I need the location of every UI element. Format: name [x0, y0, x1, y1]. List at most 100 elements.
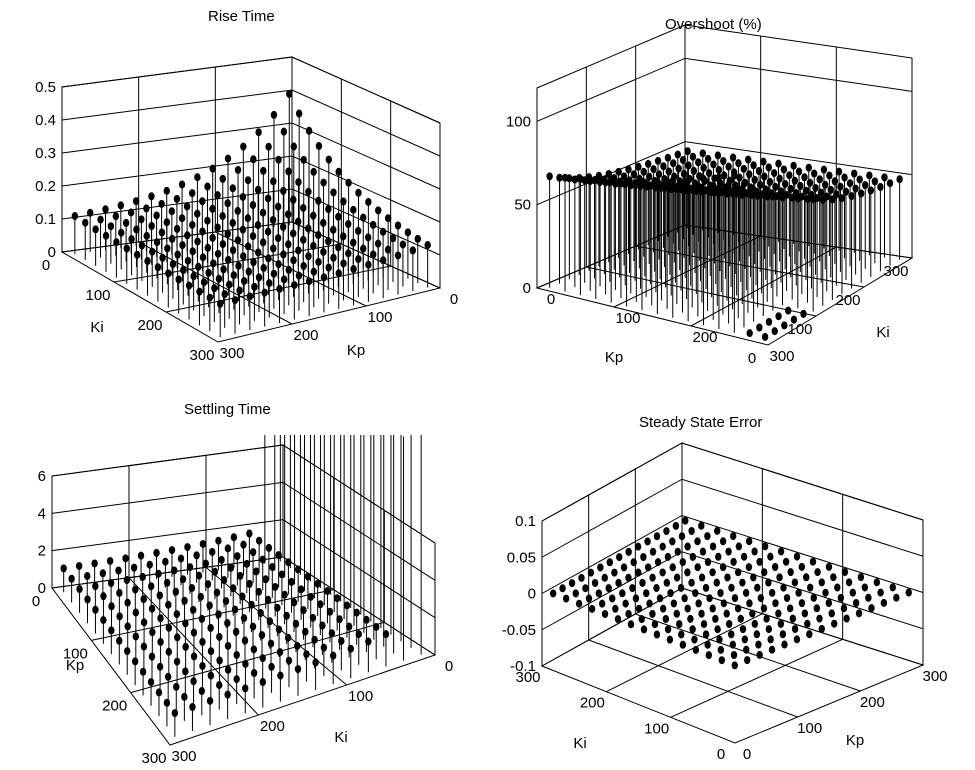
stem-marker — [235, 261, 242, 270]
stem-marker — [651, 620, 659, 629]
stem-marker — [270, 244, 277, 253]
stem-marker — [804, 619, 811, 628]
stem-marker — [199, 227, 206, 236]
stem-marker — [670, 599, 678, 608]
stem-marker — [91, 559, 98, 568]
stem-marker — [679, 640, 687, 649]
stem-marker — [143, 231, 150, 240]
stem-marker — [625, 547, 632, 556]
stem-marker — [857, 189, 865, 198]
stem-marker — [699, 547, 707, 556]
stem-marker — [644, 537, 651, 546]
stem-marker — [244, 214, 252, 223]
stem-marker — [102, 231, 110, 240]
stem-marker — [638, 615, 645, 624]
stem-marker — [756, 323, 763, 332]
stem-marker — [756, 557, 763, 566]
stem-marker — [775, 312, 782, 321]
stem-marker — [856, 175, 863, 184]
stem-marker — [335, 167, 342, 176]
stem-marker — [102, 205, 109, 214]
stem-marker — [365, 637, 372, 646]
stem-marker — [721, 171, 728, 180]
stem-marker — [210, 259, 217, 268]
stem-marker — [233, 675, 240, 684]
stem-marker — [825, 599, 833, 608]
stem-marker — [750, 573, 757, 582]
stem-marker — [153, 238, 161, 247]
stem-marker — [290, 256, 297, 265]
stem-marker — [184, 231, 191, 240]
stem-marker — [740, 180, 748, 189]
stem-marker — [189, 189, 196, 198]
floor-gridline — [606, 613, 763, 693]
stem-marker — [300, 606, 307, 615]
stem-marker — [843, 614, 850, 623]
stem-marker — [760, 604, 768, 613]
stem-marker — [730, 651, 738, 659]
stem-marker — [852, 599, 860, 607]
stem-marker — [851, 169, 858, 178]
stem-marker — [178, 180, 186, 189]
stem-marker — [162, 557, 169, 566]
stem-marker — [719, 537, 727, 546]
stem-marker — [163, 698, 171, 707]
stem-marker — [106, 556, 114, 565]
stem-marker — [225, 255, 232, 264]
stem-marker — [190, 652, 198, 661]
stem-marker — [787, 184, 794, 193]
stem-marker — [810, 593, 817, 602]
stem-marker — [333, 594, 341, 603]
stem-marker — [865, 593, 872, 602]
stem-marker — [285, 656, 293, 665]
stem-marker — [165, 623, 173, 632]
stem-marker — [801, 609, 809, 618]
stem-marker — [68, 574, 75, 583]
stem-marker — [706, 594, 713, 603]
stem-marker — [305, 277, 313, 286]
stem-marker — [867, 186, 875, 195]
stem-marker — [123, 244, 130, 253]
z-tick-label: 0 — [38, 580, 46, 597]
stem-marker — [746, 170, 753, 179]
stem-marker — [214, 223, 221, 232]
stem-marker — [175, 275, 182, 284]
stem-marker — [267, 639, 275, 648]
stem-marker — [350, 205, 357, 214]
stem-marker — [300, 235, 307, 244]
stem-marker — [249, 201, 257, 210]
stem-marker — [345, 622, 353, 631]
stem-marker — [886, 179, 894, 188]
stem-marker — [290, 142, 297, 151]
stem-marker — [787, 568, 794, 577]
stem-marker — [156, 591, 163, 600]
stem-marker — [743, 645, 750, 654]
stem-marker — [345, 178, 352, 187]
stem-marker — [254, 185, 262, 194]
stem-marker — [777, 619, 785, 628]
stem-marker — [674, 547, 681, 556]
stem-marker — [633, 180, 640, 189]
stem-marker — [289, 229, 297, 238]
stem-marker — [688, 578, 695, 587]
stem-marker — [806, 178, 814, 187]
stem-marker — [157, 637, 164, 646]
stem-marker — [216, 656, 223, 665]
stem-marker — [814, 568, 821, 577]
stem-marker — [630, 558, 637, 567]
z-tick-label: -0.05 — [502, 622, 536, 639]
stem-marker — [335, 212, 342, 221]
stem-marker — [254, 221, 262, 230]
stem-marker — [154, 263, 162, 272]
stem-marker — [220, 265, 227, 274]
stem-marker — [219, 174, 226, 183]
stem-marker — [771, 563, 779, 571]
stem-marker — [239, 225, 247, 234]
stem-marker — [244, 176, 252, 185]
stem-marker — [138, 215, 145, 224]
stem-marker — [687, 614, 694, 623]
stem-marker — [712, 614, 719, 623]
stem-marker — [698, 521, 705, 530]
stem-marker — [183, 202, 191, 211]
floor-gridline — [586, 266, 817, 317]
